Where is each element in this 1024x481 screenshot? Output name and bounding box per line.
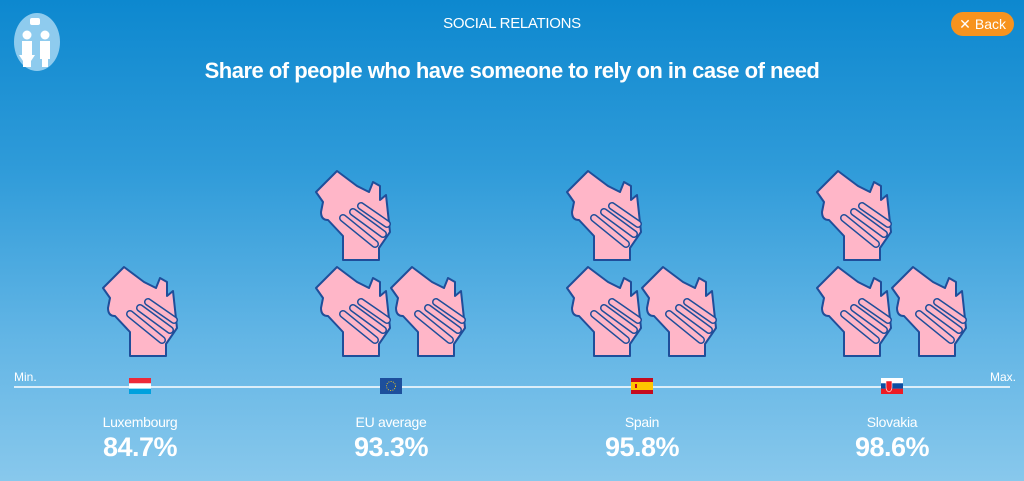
page-title: Share of people who have someone to rely…: [204, 58, 820, 83]
handshake-icon: [564, 162, 646, 262]
category-label: EU average: [355, 414, 427, 430]
spain-flag-icon: [631, 378, 653, 394]
social-relations-logo-icon: [14, 13, 60, 71]
value-label: 84.7%: [102, 432, 178, 462]
value-label: 93.3%: [353, 432, 429, 462]
handshake-icon: [889, 258, 971, 358]
handshake-icon: [313, 162, 395, 262]
handshake-icon: [639, 258, 721, 358]
category-eu-average: EU average 93.3%: [311, 378, 471, 463]
value-label: 98.6%: [854, 432, 930, 462]
back-button[interactable]: ✕ Back: [951, 12, 1014, 36]
handshake-icon: [100, 258, 182, 358]
close-icon: ✕: [959, 16, 971, 32]
category-label: Spain: [624, 414, 660, 430]
luxembourg-flag-icon: [129, 378, 151, 394]
handshake-icon: [313, 258, 395, 358]
value-label: 95.8%: [604, 432, 680, 462]
handshake-icon: [388, 258, 470, 358]
section-title: SOCIAL RELATIONS: [443, 15, 581, 32]
back-label: Back: [974, 16, 1006, 32]
category-label: Luxembourg: [102, 414, 178, 430]
category-slovakia: Slovakia 98.6%: [812, 378, 972, 463]
slovakia-flag-icon: [881, 378, 903, 394]
eu-flag-icon: [380, 378, 402, 394]
category-luxembourg: Luxembourg 84.7%: [60, 378, 220, 463]
category-spain: Spain 95.8%: [562, 378, 722, 463]
category-label: Slovakia: [866, 414, 918, 430]
axis-max-label: Max.: [989, 370, 1016, 384]
handshake-icon: [814, 162, 896, 262]
handshake-icon: [814, 258, 896, 358]
axis-min-label: Min.: [14, 370, 37, 384]
handshake-icon: [564, 258, 646, 358]
axis-line: [14, 386, 1010, 388]
